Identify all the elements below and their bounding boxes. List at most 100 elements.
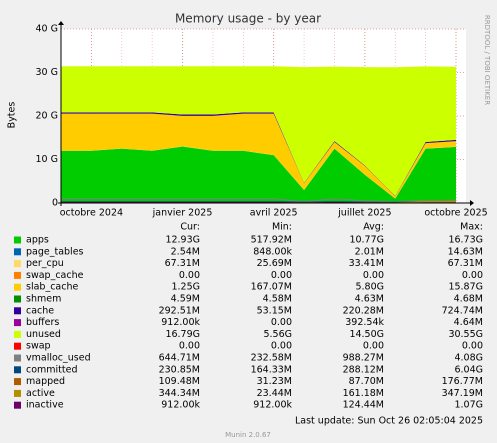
legend-stat: 16.73G: [448, 235, 483, 246]
legend-stat: 912.00k: [161, 400, 200, 411]
legend-stat: 644.71M: [159, 353, 200, 364]
legend-stat: 0.00: [271, 270, 292, 281]
legend-stat: 1.25G: [171, 282, 200, 293]
legend-name: swap: [26, 341, 51, 352]
legend-header: Max:: [460, 222, 483, 233]
legend-stat: 164.33M: [251, 364, 292, 375]
legend-stat: 288.12M: [343, 364, 384, 375]
legend-name: slab_cache: [26, 282, 78, 293]
legend-stat: 25.69M: [257, 258, 292, 269]
data-layer: [61, 66, 457, 204]
legend-swatch: [14, 366, 21, 374]
legend-stat: 14.50G: [349, 329, 384, 340]
legend-stat: 12.93G: [165, 235, 200, 246]
series-area: [61, 146, 456, 203]
legend-stat: 1.07G: [454, 400, 483, 411]
legend-stat: 53.15M: [257, 305, 292, 316]
legend-name: buffers: [26, 317, 59, 328]
legend-name: swap_cache: [26, 270, 84, 281]
legend-stat: 232.58M: [251, 353, 292, 364]
legend-stat: 10.77G: [349, 235, 384, 246]
legend-stat: 2.54M: [171, 246, 200, 257]
legend-name: vmalloc_used: [26, 353, 91, 364]
series-line: [61, 198, 457, 203]
legend-header: Min:: [272, 222, 292, 233]
legend-stat: 31.23M: [257, 376, 292, 387]
legend-stat: 33.41M: [349, 258, 384, 269]
legend-swatch: [14, 342, 21, 350]
legend-stat: 0.00: [179, 270, 200, 281]
legend-name: apps: [26, 235, 49, 246]
legend-stat: 67.31M: [448, 258, 483, 269]
side-text: RRDTOOL / TOBI OETIKER: [483, 15, 491, 105]
legend-stat: 344.34M: [159, 388, 200, 399]
legend-swatch: [14, 248, 21, 256]
legend-swatch: [14, 378, 21, 386]
x-axis-arrow: [470, 200, 474, 206]
legend-stat: 0.00: [363, 270, 384, 281]
x-tick-label: octobre 2024: [60, 208, 123, 219]
legend-stat: 15.87G: [448, 282, 483, 293]
series-area: [61, 66, 456, 197]
x-tick-label: avril 2025: [250, 208, 298, 219]
x-tick-label: octobre 2025: [424, 208, 487, 219]
legend-stat: 848.00k: [253, 246, 292, 257]
legend-swatch: [14, 283, 21, 291]
legend-swatch: [14, 401, 21, 409]
legend-stat: 4.59M: [171, 294, 200, 305]
legend-swatch: [14, 271, 21, 279]
legend-stat: 0.00: [462, 341, 483, 352]
legend-name: cache: [26, 305, 54, 316]
legend-stat: 724.74M: [442, 305, 483, 316]
legend-stat: 4.63M: [355, 294, 384, 305]
last-update: Last update: Sun Oct 26 02:05:04 2025: [295, 416, 483, 427]
legend-stat: 124.44M: [343, 400, 384, 411]
legend-stat: 4.68M: [454, 294, 483, 305]
legend-stat: 912.00k: [161, 317, 200, 328]
legend-name: mapped: [26, 376, 65, 387]
legend-stat: 16.79G: [165, 329, 200, 340]
legend-name: per_cpu: [26, 258, 64, 269]
legend-stat: 517.92M: [251, 235, 292, 246]
y-axis-arrow: [58, 21, 64, 25]
legend-stat: 292.51M: [159, 305, 200, 316]
legend-stat: 14.63M: [448, 246, 483, 257]
legend-stat: 176.77M: [442, 376, 483, 387]
y-axis-label: Bytes: [7, 102, 18, 129]
legend-swatch: [14, 260, 21, 268]
series-area: [61, 113, 456, 199]
axes: octobre 2024 janvier 2025 avril 2025 juille…: [36, 21, 488, 219]
y-tick-label: 0: [52, 198, 58, 209]
legend-swatch: [14, 295, 21, 303]
legend-stat: 347.19M: [442, 388, 483, 399]
y-tick-label: 10 G: [36, 154, 58, 165]
legend-stat: 23.44M: [257, 388, 292, 399]
legend-stat: 0.00: [363, 341, 384, 352]
legend-stat: 67.31M: [165, 258, 200, 269]
x-tick-label: janvier 2025: [152, 208, 213, 219]
y-tick-label: 40 G: [36, 24, 58, 35]
x-tick-label: juillet 2025: [337, 208, 391, 219]
legend-stat: 30.55G: [448, 329, 483, 340]
legend-swatch: [14, 236, 21, 244]
legend-stat: 0.00: [179, 341, 200, 352]
legend-swatch: [14, 330, 21, 338]
legend-stat: 6.04G: [454, 364, 483, 375]
legend-swatch: [14, 307, 21, 315]
legend-stat: 167.07M: [251, 282, 292, 293]
legend-stat: 988.27M: [343, 353, 384, 364]
legend-stat: 161.18M: [343, 388, 384, 399]
legend-name: unused: [26, 329, 61, 340]
legend-swatch: [14, 389, 21, 397]
legend-name: shmem: [26, 294, 61, 305]
legend-name: inactive: [26, 400, 64, 411]
legend-stat: 0.00: [271, 317, 292, 328]
legend-stat: 230.85M: [159, 364, 200, 375]
legend-stat: 4.64M: [454, 317, 483, 328]
legend-swatch: [14, 319, 21, 327]
legend-stat: 0.00: [271, 341, 292, 352]
legend-stat: 109.48M: [159, 376, 200, 387]
legend-stat: 5.80G: [355, 282, 384, 293]
